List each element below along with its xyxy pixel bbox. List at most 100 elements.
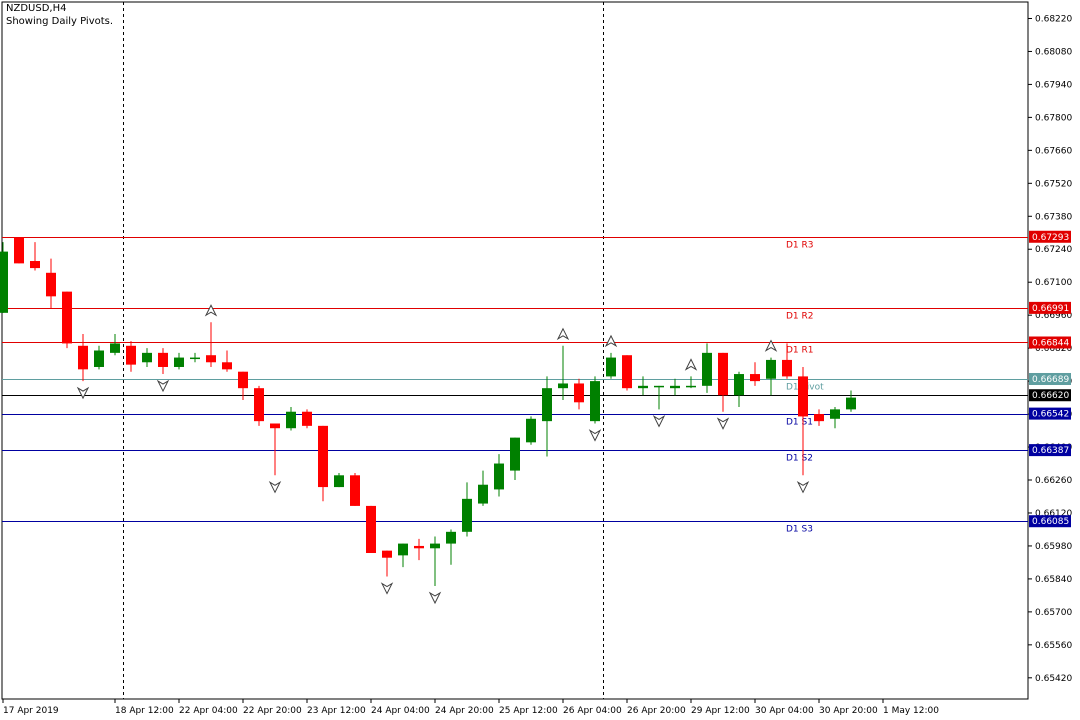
pivot-price-tag-bg bbox=[1029, 372, 1071, 385]
candle bbox=[430, 536, 440, 586]
pivot-price-tag: 0.66387 bbox=[1032, 446, 1069, 456]
price-tick-label: 0.66820 bbox=[1035, 344, 1072, 354]
candle bbox=[446, 529, 456, 565]
pivot-price-tag-bg bbox=[1029, 407, 1071, 420]
time-tick-label: 22 Apr 04:00 bbox=[179, 706, 238, 716]
time-axis: 17 Apr 2019 18 Apr 12:00 22 Apr 04:00 22 Ap… bbox=[2, 699, 939, 716]
candle-body bbox=[718, 352, 728, 396]
time-tick-label: 30 Apr 20:00 bbox=[819, 706, 878, 716]
candle bbox=[718, 352, 728, 412]
candle bbox=[638, 376, 648, 396]
candle-body bbox=[414, 545, 424, 549]
price-tags: 0.67293 0.66991 0.66844 0.66689 0.66542 0.663… bbox=[1029, 230, 1071, 528]
pivot-level-label: D1 R1 bbox=[786, 346, 814, 356]
candle bbox=[14, 237, 24, 264]
candle bbox=[846, 390, 856, 412]
candle-body bbox=[702, 352, 712, 386]
chart-symbol-label: NZDUSD,H4 bbox=[6, 3, 67, 14]
candle bbox=[606, 352, 616, 379]
pivot-level-label: D1 S2 bbox=[786, 454, 813, 464]
price-tick-label: 0.67660 bbox=[1035, 146, 1072, 156]
pivot-price-tag: 0.66542 bbox=[1032, 410, 1069, 420]
indicator-note: Showing Daily Pivots. bbox=[6, 16, 114, 27]
candle-body bbox=[94, 350, 104, 367]
candle bbox=[654, 385, 664, 410]
candle-body bbox=[814, 414, 824, 422]
fractal-down-arrow-icon bbox=[652, 415, 666, 428]
price-tick-label: 0.67240 bbox=[1035, 245, 1072, 255]
candle-body bbox=[318, 425, 328, 488]
candle-body bbox=[14, 237, 24, 264]
candle-body bbox=[366, 505, 376, 554]
fractal-up-arrow-icon bbox=[764, 339, 778, 352]
candle bbox=[366, 505, 376, 554]
fractal-up-arrow-icon bbox=[684, 358, 698, 371]
candle-body bbox=[174, 357, 184, 367]
candle-body bbox=[606, 357, 616, 377]
time-tick-label: 26 Apr 20:00 bbox=[627, 706, 686, 716]
candle bbox=[750, 362, 760, 386]
price-tick-label: 0.65980 bbox=[1035, 542, 1072, 552]
candle bbox=[318, 425, 328, 502]
candle bbox=[510, 437, 520, 481]
candle-body bbox=[126, 345, 136, 365]
price-tick-label: 0.68220 bbox=[1035, 14, 1072, 24]
fractal-down-arrow-icon bbox=[588, 429, 602, 442]
fractal-up-arrow-icon bbox=[604, 334, 618, 348]
candle-body bbox=[62, 291, 72, 344]
candle-body bbox=[430, 543, 440, 549]
candle bbox=[190, 352, 200, 363]
pivot-price-tag: 0.66689 bbox=[1032, 375, 1069, 385]
candle-body bbox=[766, 359, 776, 379]
pivot-level-label: D1 R3 bbox=[786, 241, 814, 251]
candle-body bbox=[494, 463, 504, 490]
candle bbox=[0, 242, 8, 313]
candle-body bbox=[590, 381, 600, 422]
time-tick-label: 17 Apr 2019 bbox=[3, 706, 59, 716]
candle bbox=[238, 371, 248, 400]
candle-body bbox=[846, 397, 856, 410]
fractal-down-arrow-icon bbox=[428, 591, 442, 605]
candle bbox=[782, 343, 792, 379]
candle bbox=[206, 322, 216, 367]
candle bbox=[766, 357, 776, 396]
candle bbox=[350, 472, 360, 506]
pivot-price-tag-bg bbox=[1029, 336, 1071, 349]
candle-body bbox=[158, 352, 168, 367]
candle bbox=[62, 291, 72, 349]
candle bbox=[142, 348, 152, 367]
candle bbox=[414, 538, 424, 561]
candle-body bbox=[446, 531, 456, 544]
candle-body bbox=[510, 437, 520, 471]
fractals bbox=[76, 304, 810, 605]
candle-body bbox=[542, 388, 552, 422]
plot-area bbox=[1, 1, 1029, 700]
price-tick-label: 0.67800 bbox=[1035, 113, 1072, 123]
candle-body bbox=[830, 409, 840, 419]
fractal-up-arrow-icon bbox=[556, 327, 570, 341]
candle bbox=[94, 345, 104, 370]
candle bbox=[78, 334, 88, 382]
price-tick-label: 0.68080 bbox=[1035, 47, 1072, 57]
fractal-down-arrow-icon bbox=[716, 417, 730, 430]
pivot-price-tag: 0.67293 bbox=[1032, 233, 1069, 243]
time-tick-label: 22 Apr 20:00 bbox=[243, 706, 302, 716]
current-price-tag-bg bbox=[1029, 389, 1071, 402]
candle-body bbox=[574, 383, 584, 403]
price-tick-label: 0.67940 bbox=[1035, 80, 1072, 90]
candle-body bbox=[350, 475, 360, 506]
price-tick-label: 0.65700 bbox=[1035, 608, 1072, 618]
candle-body bbox=[782, 359, 792, 377]
pivot-price-tag: 0.66085 bbox=[1032, 517, 1069, 527]
fractal-down-arrow-icon bbox=[796, 480, 810, 494]
candle-body bbox=[190, 357, 200, 360]
candle-body bbox=[686, 385, 696, 388]
candle bbox=[702, 343, 712, 393]
candle-body bbox=[46, 272, 56, 297]
fractal-down-arrow-icon bbox=[156, 379, 170, 393]
candle-body bbox=[750, 374, 760, 382]
candle-body bbox=[110, 343, 120, 353]
pivot-level-label: D1 R2 bbox=[786, 312, 814, 322]
pivot-price-tag-bg bbox=[1029, 515, 1071, 528]
